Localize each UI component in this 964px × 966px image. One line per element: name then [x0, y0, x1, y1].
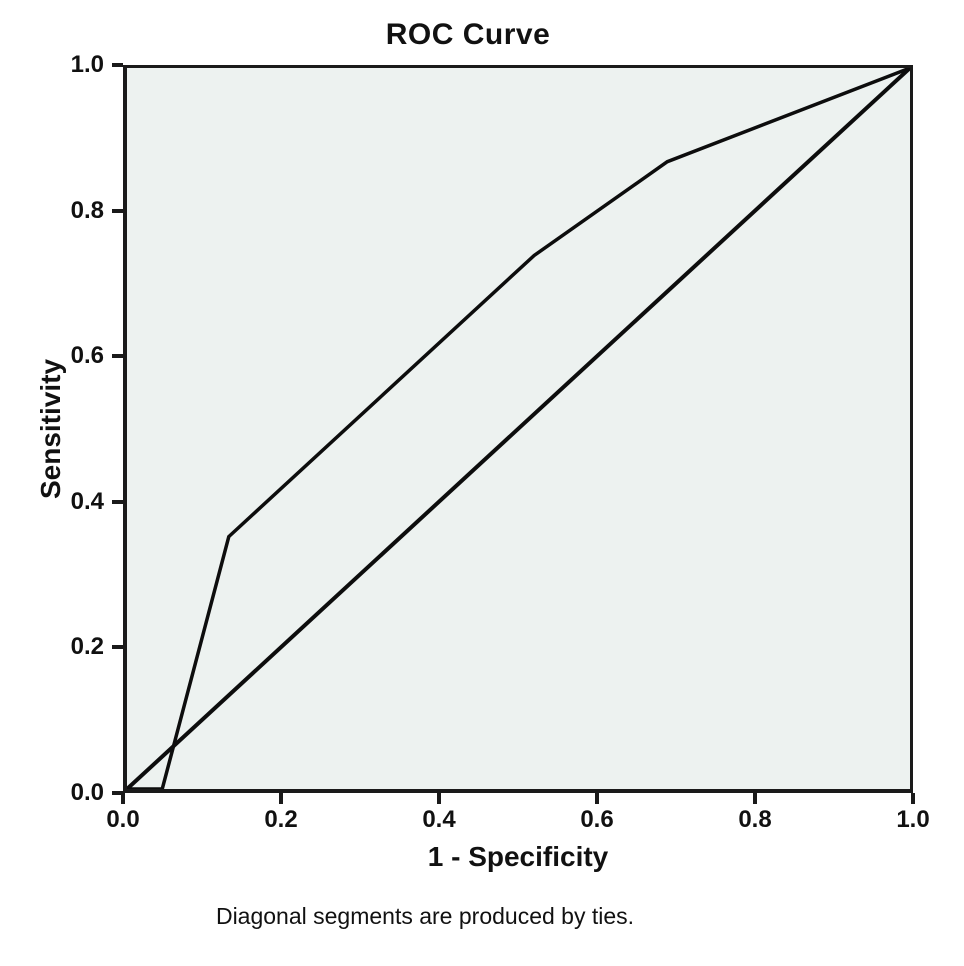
- y-tick-label: 0.0: [70, 779, 104, 806]
- x-tick-label: 0.0: [106, 806, 140, 833]
- y-tick-mark: [112, 645, 123, 650]
- chart-title: ROC Curve: [385, 18, 551, 51]
- y-tick-label: 1.0: [70, 51, 104, 78]
- x-tick-mark: [437, 793, 441, 804]
- x-tick-mark: [121, 793, 125, 804]
- x-tick-label: 0.8: [738, 806, 772, 833]
- y-tick-label: 0.4: [70, 487, 104, 515]
- x-tick-mark: [911, 793, 915, 804]
- y-tick-mark: [112, 791, 123, 795]
- plot-area: [123, 65, 913, 793]
- reference-diagonal-line: [127, 68, 910, 789]
- y-tick-mark: [112, 63, 123, 67]
- y-axis-ticks: 0.0 0.2 0.4 0.6 0.8 1.0: [0, 52, 123, 806]
- roc-curve-line: [127, 68, 910, 789]
- y-tick-label: 0.6: [70, 342, 104, 370]
- x-tick-label: 0.4: [422, 806, 456, 833]
- x-tick-mark: [595, 793, 599, 804]
- x-axis-ticks: 0.0 0.2 0.4 0.6 0.8 1.0: [106, 793, 930, 843]
- x-tick-mark: [753, 793, 757, 804]
- x-tick-label: 0.2: [264, 806, 298, 833]
- y-tick-mark: [112, 354, 123, 359]
- footnote: Diagonal segments are produced by ties.: [215, 903, 635, 929]
- y-tick-label: 0.2: [70, 633, 104, 661]
- y-tick-mark: [112, 499, 123, 504]
- y-axis-label-wrap: Sensitivity: [23, 65, 79, 793]
- x-tick-label: 0.6: [580, 806, 614, 833]
- y-tick-label: 0.8: [70, 196, 104, 224]
- plot-svg: [127, 68, 910, 789]
- x-axis-label: 1 - Specificity: [427, 841, 609, 872]
- y-axis-label: Sensitivity: [35, 358, 66, 500]
- x-tick-label: 1.0: [896, 806, 930, 833]
- x-tick-mark: [279, 793, 283, 804]
- y-tick-mark: [112, 208, 123, 213]
